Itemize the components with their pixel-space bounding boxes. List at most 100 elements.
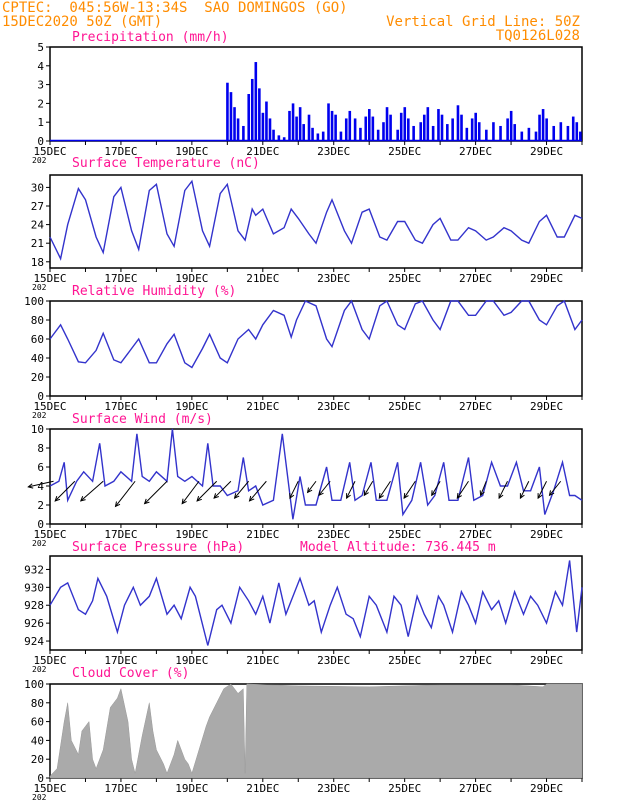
x-tick-label: 17DEC bbox=[104, 272, 137, 285]
wind-arrow-head bbox=[143, 498, 150, 505]
precip-bar bbox=[371, 116, 375, 141]
precip-bar bbox=[412, 125, 415, 141]
precip-bar bbox=[465, 127, 469, 141]
precip-bar bbox=[470, 118, 474, 141]
wind-arrow-head bbox=[213, 493, 219, 499]
precip-bar bbox=[344, 118, 348, 141]
precip-bar bbox=[307, 114, 311, 141]
wind-arrow bbox=[363, 480, 374, 496]
precip-bar bbox=[460, 114, 463, 141]
x-year-label: 202 bbox=[32, 411, 47, 420]
wind-arrow-head bbox=[403, 493, 409, 500]
x-tick-label: 27DEC bbox=[459, 272, 492, 285]
x-tick-label: 17DEC bbox=[104, 145, 137, 158]
precip-bar bbox=[298, 107, 302, 141]
y-tick-label: 60 bbox=[31, 333, 44, 346]
precip-bar bbox=[376, 129, 380, 141]
panel-title: Precipitation (mm/h) bbox=[72, 30, 229, 45]
y-tick-label: 24 bbox=[31, 219, 45, 232]
x-tick-label: 25DEC bbox=[388, 654, 421, 667]
precip-bar bbox=[288, 110, 291, 141]
precip-bar bbox=[456, 105, 460, 141]
precip-bar bbox=[265, 101, 268, 141]
x-tick-label: 25DEC bbox=[388, 782, 421, 795]
y-tick-label: 30 bbox=[31, 181, 44, 194]
precip-bar bbox=[396, 129, 399, 141]
wind-arrow bbox=[307, 480, 317, 493]
y-tick-label: 27 bbox=[31, 200, 44, 213]
precip-bar bbox=[541, 109, 545, 141]
x-tick-label: 15DEC bbox=[33, 654, 66, 667]
precip-bar bbox=[545, 118, 548, 141]
panel-frame bbox=[49, 428, 583, 525]
precip-bar bbox=[566, 125, 570, 141]
precip-bar bbox=[499, 125, 502, 141]
precip-bar bbox=[451, 118, 454, 141]
wind-arrow bbox=[234, 480, 249, 499]
precip-bar bbox=[403, 107, 407, 141]
precip-bar bbox=[348, 110, 352, 141]
y-tick-label: 0 bbox=[37, 390, 44, 403]
precip-bar bbox=[258, 88, 261, 141]
y-tick-label: 0 bbox=[37, 135, 44, 148]
wind-arrow bbox=[28, 480, 54, 488]
wind-arrow bbox=[403, 480, 416, 499]
wind-arrow bbox=[498, 481, 508, 499]
precip-bar bbox=[291, 103, 295, 141]
precip-bar bbox=[437, 109, 440, 141]
precip-bar bbox=[330, 110, 334, 141]
y-tick-label: 6 bbox=[37, 461, 44, 474]
precip-bar bbox=[520, 131, 524, 141]
precip-bar bbox=[571, 116, 575, 141]
wind-arrow-head bbox=[79, 496, 86, 502]
precip-bar bbox=[575, 122, 579, 141]
wind-arrow bbox=[144, 480, 168, 505]
x-tick-label: 15DEC bbox=[33, 782, 66, 795]
precip-bar bbox=[509, 110, 513, 141]
precip-bar bbox=[247, 94, 251, 141]
panel-title: Surface Pressure (hPa) bbox=[72, 540, 244, 555]
wind-arrow-head bbox=[233, 493, 240, 499]
precip-bar bbox=[339, 131, 343, 141]
cloud-area bbox=[49, 683, 583, 779]
x-tick-label: 23DEC bbox=[317, 145, 350, 158]
precip-bar bbox=[389, 114, 392, 141]
precip-bar bbox=[316, 133, 320, 141]
wind-arrow-head bbox=[289, 493, 295, 500]
x-tick-label: 21DEC bbox=[246, 400, 279, 413]
wind-arrow-head bbox=[318, 490, 324, 497]
y-tick-label: 3 bbox=[37, 79, 44, 92]
series-line bbox=[49, 299, 583, 369]
wind-arrow bbox=[181, 480, 200, 504]
wind-arrow-head bbox=[378, 493, 384, 500]
x-tick-label: 21DEC bbox=[246, 145, 279, 158]
y-tick-label: 8 bbox=[37, 442, 44, 455]
x-tick-label: 15DEC bbox=[33, 145, 66, 158]
y-tick-label: 928 bbox=[24, 599, 44, 612]
x-tick-label: 27DEC bbox=[459, 654, 492, 667]
precip-bar bbox=[334, 114, 337, 141]
wind-arrow bbox=[289, 481, 299, 499]
precip-bar bbox=[321, 131, 325, 141]
series-line bbox=[49, 428, 583, 520]
x-tick-label: 19DEC bbox=[175, 528, 208, 541]
precip-bar bbox=[364, 116, 368, 141]
x-year-label: 202 bbox=[32, 793, 47, 800]
x-tick-label: 23DEC bbox=[317, 400, 350, 413]
precip-bar bbox=[368, 109, 371, 141]
x-tick-label: 29DEC bbox=[530, 145, 563, 158]
precip-bar bbox=[359, 127, 362, 141]
x-tick-label: 15DEC bbox=[33, 272, 66, 285]
x-tick-label: 19DEC bbox=[175, 400, 208, 413]
wind-arrow-head bbox=[54, 495, 61, 502]
x-tick-label: 19DEC bbox=[175, 272, 208, 285]
x-tick-label: 17DEC bbox=[104, 782, 137, 795]
wind-arrow bbox=[519, 481, 530, 499]
panel-title: Cloud Cover (%) bbox=[72, 666, 189, 681]
precip-bar bbox=[382, 122, 385, 141]
panel-title: Relative Humidity (%) bbox=[72, 284, 236, 299]
y-tick-label: 100 bbox=[24, 295, 44, 308]
wind-arrow-head bbox=[196, 495, 202, 502]
y-tick-label: 100 bbox=[24, 678, 44, 691]
